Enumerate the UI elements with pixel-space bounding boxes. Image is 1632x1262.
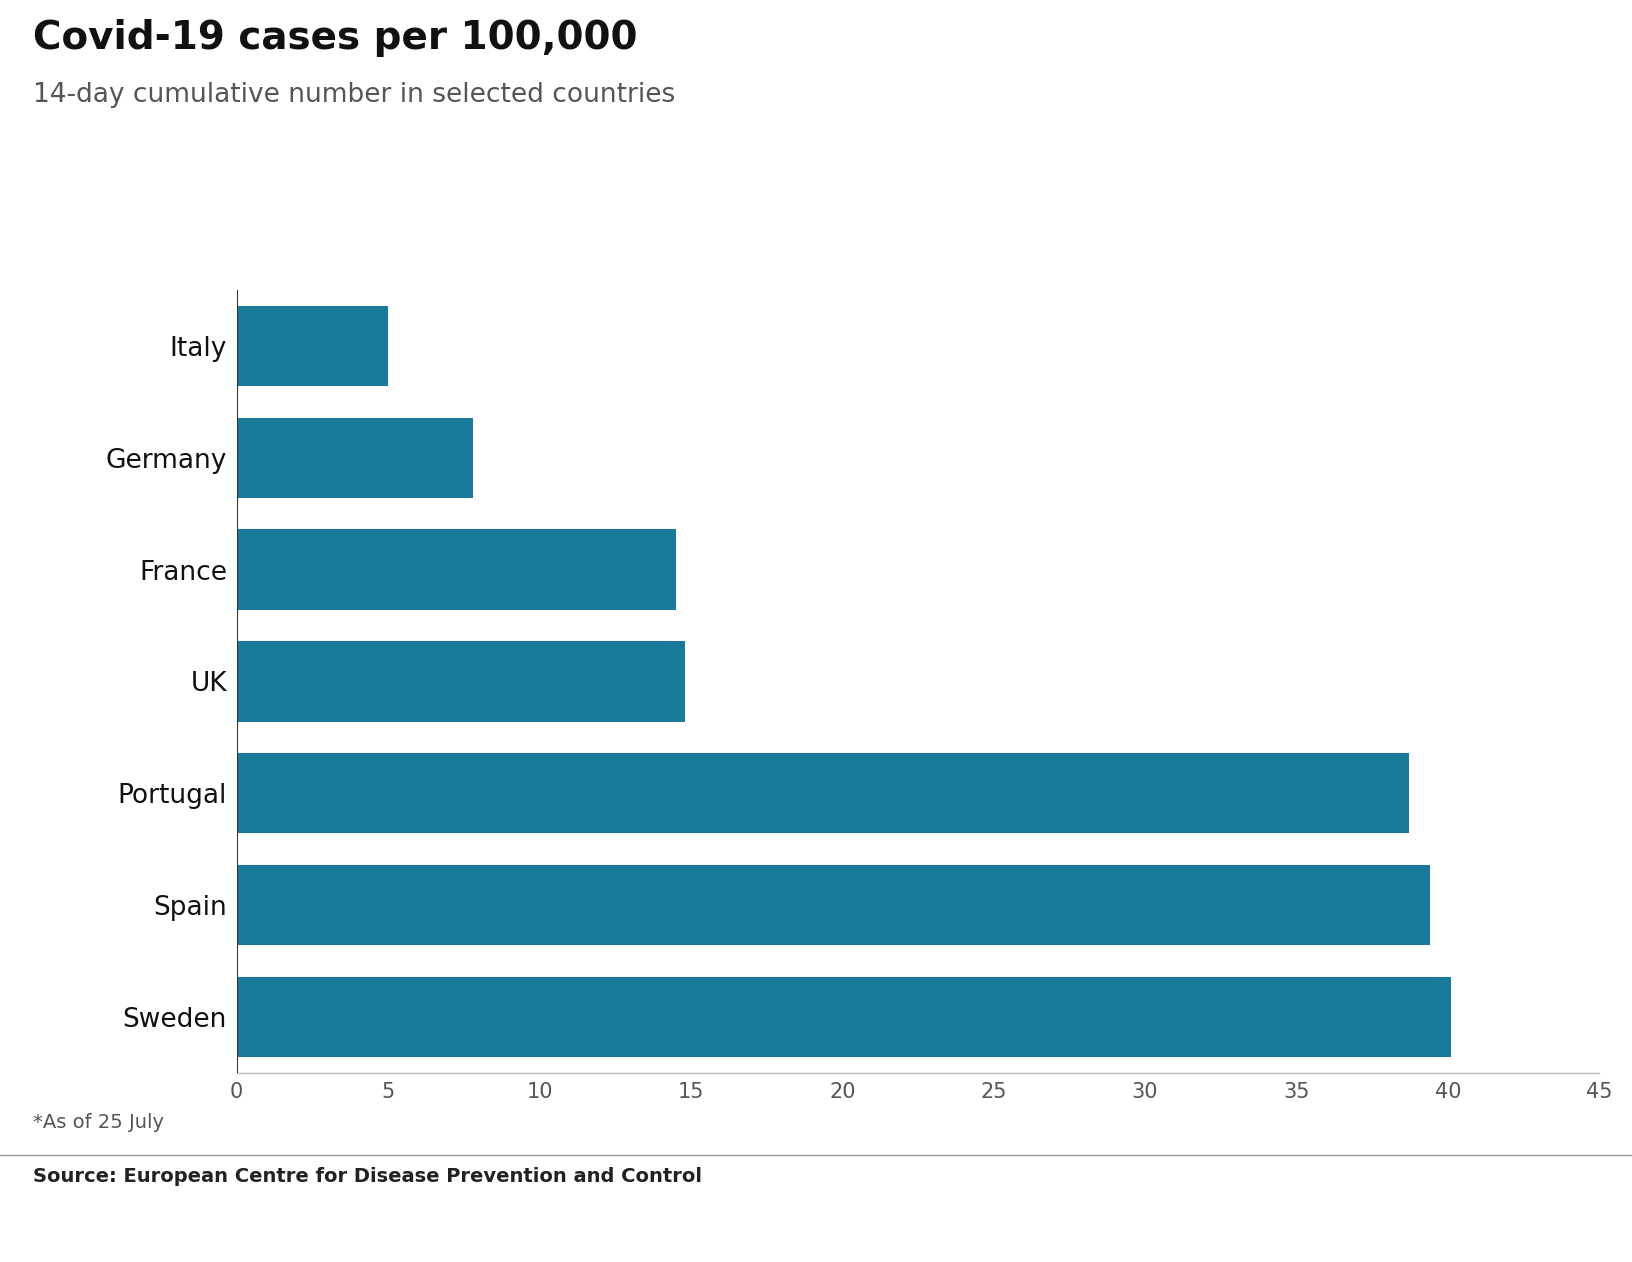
Text: 14-day cumulative number in selected countries: 14-day cumulative number in selected cou… (33, 82, 676, 109)
Bar (237, 530, 676, 610)
Bar (237, 641, 685, 722)
Bar (237, 753, 1408, 833)
Bar (237, 864, 1430, 945)
Bar (237, 305, 388, 386)
Text: BBC: BBC (1498, 1206, 1546, 1227)
Text: *As of 25 July: *As of 25 July (33, 1113, 163, 1132)
Bar (237, 977, 1451, 1058)
Text: Covid-19 cases per 100,000: Covid-19 cases per 100,000 (33, 19, 636, 57)
Text: Source: European Centre for Disease Prevention and Control: Source: European Centre for Disease Prev… (33, 1167, 702, 1186)
Bar (237, 418, 473, 498)
